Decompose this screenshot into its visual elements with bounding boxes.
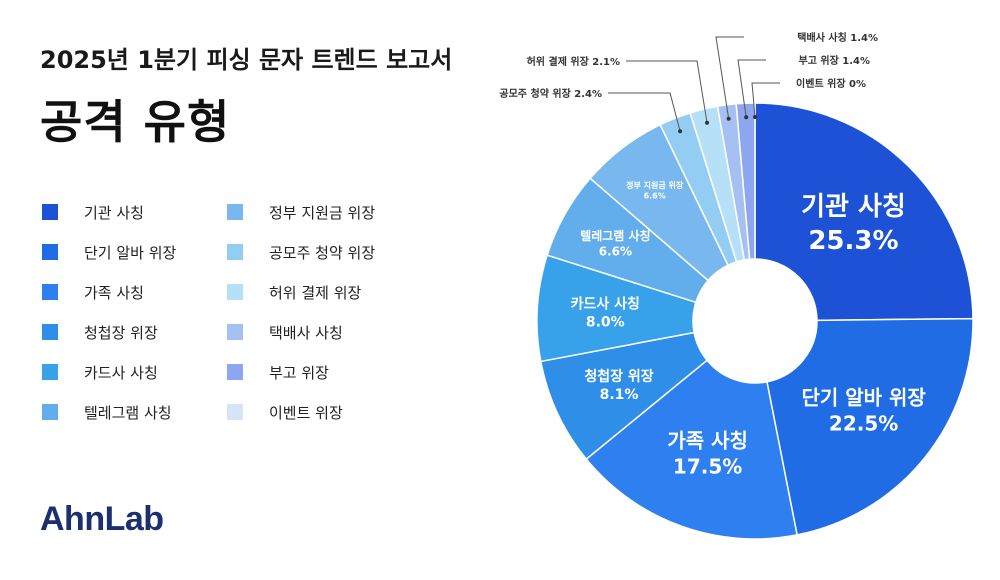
- legend-swatch: [42, 364, 58, 380]
- legend-label: 텔레그램 사칭: [84, 403, 172, 422]
- page-title: 공격 유형: [40, 95, 231, 149]
- legend-label: 이벤트 위장: [269, 403, 343, 422]
- legend-item: 택배사 사칭: [227, 320, 412, 344]
- callout-dot: [678, 129, 683, 134]
- legend-swatch: [42, 244, 58, 260]
- callout-label: 택배사 사칭 1.4%: [797, 31, 878, 44]
- callout-label: 부고 위장 1.4%: [799, 54, 871, 67]
- legend-item: 카드사 사칭: [42, 360, 227, 384]
- callout-line: [751, 82, 780, 118]
- slice-value-label: 6.6%: [644, 191, 666, 200]
- legend-item: 부고 위장: [227, 360, 412, 384]
- legend-swatch: [42, 284, 58, 300]
- legend-item: 청첩장 위장: [42, 320, 227, 344]
- legend-label: 기관 사칭: [84, 203, 144, 222]
- slice-value-label: 17.5%: [673, 455, 742, 479]
- legend-swatch: [42, 404, 58, 420]
- legend-swatch: [42, 324, 58, 340]
- donut-slice: [754, 102, 974, 322]
- slice-label: 청첩장 위장: [584, 368, 653, 385]
- callout-line: [715, 36, 744, 119]
- callout-label: 허위 결제 위장 2.1%: [527, 55, 620, 68]
- callout-dot: [744, 115, 749, 120]
- legend-swatch: [227, 204, 243, 220]
- legend-swatch: [227, 244, 243, 260]
- slice-value-label: 8.0%: [586, 315, 625, 331]
- legend-item: 이벤트 위장: [227, 400, 412, 424]
- legend-label: 공모주 청약 위장: [269, 243, 376, 262]
- callout-dot: [705, 120, 710, 125]
- callout-line: [608, 92, 681, 132]
- legend-item: 텔레그램 사칭: [42, 400, 227, 424]
- legend-label: 청첩장 위장: [84, 323, 158, 342]
- slice-value-label: 8.1%: [600, 387, 639, 403]
- report-subtitle: 2025년 1분기 피싱 문자 트렌드 보고서: [40, 46, 453, 74]
- legend-swatch: [42, 204, 58, 220]
- ahnlab-logo: AhnLab: [40, 500, 164, 538]
- legend-item: 공모주 청약 위장: [227, 240, 412, 264]
- callout-label: 공모주 청약 위장 2.4%: [499, 87, 602, 100]
- legend-swatch: [227, 324, 243, 340]
- slice-label: 단기 알바 위장: [801, 385, 926, 409]
- legend-swatch: [227, 404, 243, 420]
- legend-label: 가족 사칭: [84, 283, 144, 302]
- legend-item: 허위 결제 위장: [227, 280, 412, 304]
- slice-label: 가족 사칭: [667, 429, 748, 453]
- callout-dot: [753, 115, 757, 119]
- callout-dot: [726, 116, 731, 121]
- legend-label: 카드사 사칭: [84, 363, 158, 382]
- legend-label: 부고 위장: [269, 363, 329, 382]
- legend-item: 가족 사칭: [42, 280, 227, 304]
- legend-label: 단기 알바 위장: [84, 243, 177, 262]
- slice-value-label: 25.3%: [808, 226, 898, 256]
- legend-item: 정부 지원금 위장: [227, 200, 412, 224]
- slice-label: 기관 사칭: [801, 192, 906, 222]
- slice-label: 정부 지원금 위장: [626, 180, 684, 190]
- legend-swatch: [227, 284, 243, 300]
- donut-slice: [766, 317, 974, 536]
- slice-label: 카드사 사칭: [571, 296, 640, 312]
- donut-slice: [585, 359, 798, 540]
- legend-label: 택배사 사칭: [269, 323, 343, 342]
- legend-item: 단기 알바 위장: [42, 240, 227, 264]
- callout-line: [626, 60, 708, 123]
- callout-label: 이벤트 위장 0%: [796, 77, 866, 90]
- legend-label: 허위 결제 위장: [269, 283, 362, 302]
- legend-swatch: [227, 364, 243, 380]
- slice-value-label: 6.6%: [599, 244, 632, 258]
- slice-value-label: 22.5%: [829, 411, 898, 435]
- callout-line: [737, 59, 766, 118]
- legend-item: 기관 사칭: [42, 200, 227, 224]
- slice-label: 텔레그램 사칭: [580, 228, 650, 243]
- donut-slice: [735, 102, 756, 261]
- legend-label: 정부 지원금 위장: [269, 203, 376, 222]
